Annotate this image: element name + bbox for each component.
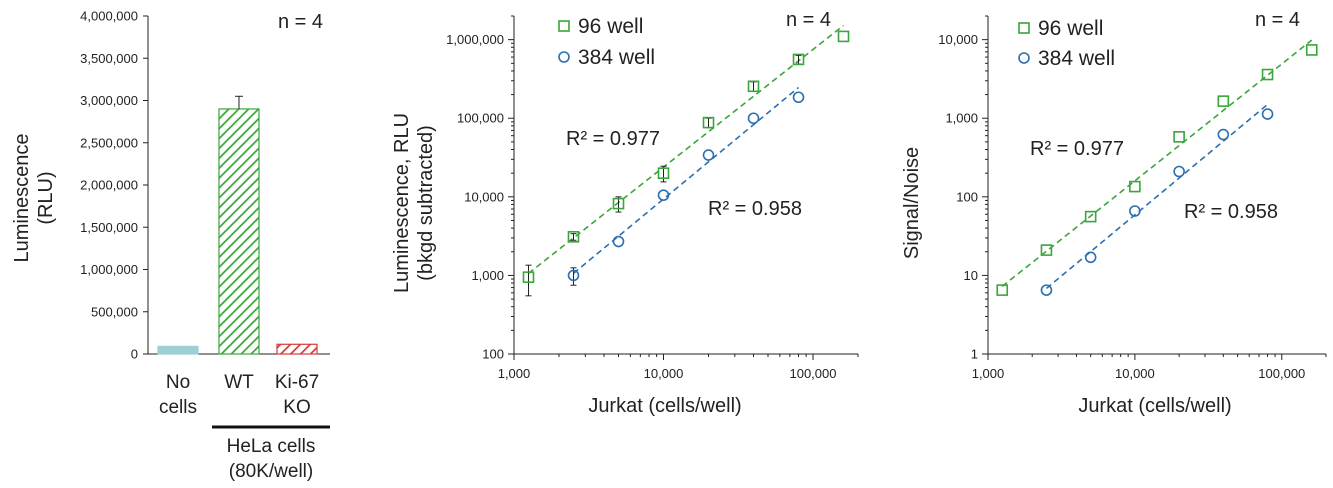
luminescence-trendline-384-well [572, 86, 800, 274]
signal-noise-ylabel: Signal/Noise [901, 147, 923, 259]
signal-noise-y-tick-label: 1 [971, 347, 978, 362]
bar-chart-y-tick-label: 3,000,000 [80, 93, 138, 108]
category-label-ki67-line2: KO [283, 397, 310, 418]
signal-noise-point-384-well [1040, 284, 1053, 296]
luminescence-legend-384-label: 384 well [578, 46, 655, 69]
bar-chart-y-tick-label: 0 [131, 347, 138, 362]
signal-noise-x-tick-label: 1,000 [972, 366, 1005, 381]
luminescence-legend-96-label: 96 well [578, 15, 643, 38]
bar-chart-y-tick-label: 1,000,000 [80, 262, 138, 277]
luminescence-r2-384: R² = 0.958 [708, 198, 802, 220]
luminescence-point-384-well [612, 235, 625, 248]
bar-no-cells [157, 345, 199, 355]
luminescence-point-96-well [702, 116, 715, 129]
luminescence-point-384-well [567, 269, 580, 282]
signal-noise-point-96-well [1261, 68, 1274, 81]
signal-noise-legend-384-label: 384 well [1038, 47, 1115, 70]
signal-noise-trendline-384-well [1045, 103, 1269, 290]
bar-chart-y-tick-label: 4,000,000 [80, 9, 138, 24]
signal-noise-trendline-96-well [1001, 39, 1313, 287]
signal-noise-y-tick-label: 10,000 [938, 32, 978, 47]
signal-noise-x-tick-label: 100,000 [1258, 366, 1305, 381]
luminescence-trendline-96-well [527, 24, 845, 275]
category-label-no-cells-line1: No [166, 372, 190, 393]
bar-chart-ylabel-line2: (RLU) [35, 171, 57, 224]
signal-noise-point-384-well [1129, 205, 1141, 217]
luminescence-point-96-well [747, 80, 760, 93]
signal-noise-legend-96-label: 96 well [1038, 17, 1103, 40]
bar-chart-y-tick-label: 1,500,000 [80, 220, 138, 235]
category-label-no-cells-line2: cells [159, 397, 197, 418]
luminescence-scatter-panel: 100 1,000 10,000 100,000 1,000,000 1,000 10,00… [391, 9, 859, 417]
luminescence-n-annotation: n = 4 [786, 9, 831, 31]
signal-noise-point-96-well [1129, 180, 1141, 193]
signal-noise-r2-96: R² = 0.977 [1030, 138, 1124, 160]
luminescence-point-384-well [702, 149, 715, 161]
luminescence-plot-elements: 100 1,000 10,000 100,000 1,000,000 1,000 10,00… [446, 15, 859, 381]
signal-noise-point-384-well [1217, 128, 1230, 141]
signal-noise-r2-384: R² = 0.958 [1184, 201, 1278, 223]
signal-noise-point-96-well [996, 284, 1009, 296]
signal-noise-point-96-well [1084, 210, 1097, 223]
luminescence-point-96-well [657, 167, 670, 179]
bar-wt [218, 108, 260, 355]
category-label-ki67-line1: Ki-67 [275, 372, 319, 393]
luminescence-legend-96-marker [558, 20, 570, 32]
luminescence-legend-384-marker [558, 51, 570, 63]
luminescence-y-tick-label: 10,000 [464, 189, 504, 204]
signal-noise-point-96-well [1305, 44, 1318, 56]
luminescence-ylabel-line2: (bkgd subtracted) [415, 125, 437, 281]
signal-noise-point-96-well [1217, 95, 1230, 107]
luminescence-point-96-well [522, 271, 535, 283]
category-label-wt: WT [224, 372, 254, 393]
luminescence-y-tick-label: 1,000 [471, 268, 504, 283]
bar-chart-y-tick-label: 500,000 [91, 304, 138, 319]
luminescence-point-384-well [792, 91, 805, 104]
signal-noise-scatter-panel: 1 10 100 1,000 10,000 1,000 10,000 100,000 Sign… [901, 9, 1327, 417]
luminescence-ylabel-line1: Luminescence, RLU [391, 113, 413, 293]
signal-noise-plot-elements: 1 10 100 1,000 10,000 1,000 10,000 100,000 [938, 15, 1327, 381]
signal-noise-point-384-well [1084, 251, 1097, 264]
luminescence-r2-96: R² = 0.977 [566, 128, 660, 150]
luminescence-x-tick-label: 10,000 [644, 366, 684, 381]
signal-noise-point-96-well [1173, 131, 1185, 143]
signal-noise-xlabel: Jurkat (cells/well) [1078, 395, 1231, 417]
bar-chart-ylabel-line1: Luminescence [11, 134, 33, 263]
luminescence-point-384-well [747, 112, 760, 125]
luminescence-point-96-well [567, 231, 580, 243]
signal-noise-legend-384-marker [1018, 52, 1030, 64]
luminescence-y-tick-label: 1,000,000 [446, 32, 504, 47]
signal-noise-x-tick-label: 10,000 [1115, 366, 1155, 381]
luminescence-y-tick-label: 100,000 [457, 111, 504, 126]
signal-noise-y-tick-label: 10 [964, 268, 978, 283]
hela-group-label-line2: (80K/well) [229, 461, 313, 482]
luminescence-x-tick-label: 100,000 [789, 366, 836, 381]
signal-noise-point-384-well [1173, 165, 1185, 178]
bar-chart-y-tick-label: 3,500,000 [80, 51, 138, 66]
luminescence-xlabel: Jurkat (cells/well) [588, 395, 741, 417]
bar-chart-y-tick-label: 2,500,000 [80, 135, 138, 150]
bar-ki67-ko [276, 343, 318, 355]
signal-noise-y-tick-label: 100 [956, 189, 978, 204]
luminescence-point-96-well [837, 30, 850, 43]
signal-noise-legend-96-marker [1018, 22, 1030, 34]
luminescence-x-tick-label: 1,000 [498, 366, 531, 381]
bar-chart-bars [157, 95, 318, 355]
signal-noise-y-tick-label: 1,000 [945, 111, 978, 126]
bar-chart-y-tick-label: 2,000,000 [80, 178, 138, 193]
hela-group-label-line1: HeLa cells [227, 436, 316, 457]
signal-noise-point-96-well [1040, 244, 1053, 256]
luminescence-point-96-well [612, 197, 625, 210]
bar-chart-y-ticks: 0 500,000 1,000,000 1,500,000 2,000,000 2,500… [80, 9, 148, 362]
bar-chart-n-annotation: n = 4 [278, 11, 323, 33]
signal-noise-n-annotation: n = 4 [1255, 9, 1300, 31]
luminescence-point-96-well [792, 53, 805, 66]
luminescence-y-tick-label: 100 [482, 347, 504, 362]
luminescence-point-384-well [657, 189, 670, 201]
bar-chart-panel: 0 500,000 1,000,000 1,500,000 2,000,000 2,500… [11, 9, 330, 482]
signal-noise-point-384-well [1261, 108, 1274, 120]
